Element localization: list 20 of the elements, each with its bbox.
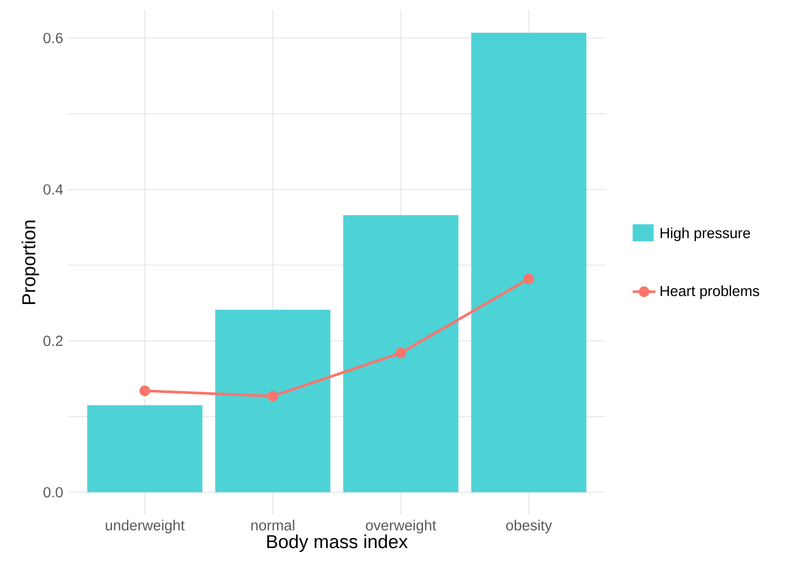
y-tick-label: 0.6 — [43, 32, 63, 44]
y-tick-label: 0.0 — [43, 487, 63, 498]
bar — [471, 32, 586, 492]
point — [267, 390, 278, 402]
x-tick-label: normal — [251, 520, 294, 530]
y-axis-title: Proportion — [22, 220, 40, 304]
x-tick-label: overweight — [366, 520, 436, 534]
legend-label: High pressure — [660, 227, 750, 242]
bar — [87, 405, 202, 492]
point — [523, 273, 534, 284]
y-tick-label: 0.4 — [43, 184, 63, 195]
point — [139, 385, 150, 396]
point — [395, 348, 406, 358]
bar — [215, 310, 330, 492]
x-axis-title: Body mass index — [267, 534, 408, 552]
y-tick-label: 0.2 — [43, 336, 63, 346]
x-tick-label: underweight — [106, 520, 185, 534]
x-tick-label: obesity — [506, 520, 552, 534]
legend-label: Heart problems — [660, 285, 760, 300]
bar — [343, 215, 458, 492]
